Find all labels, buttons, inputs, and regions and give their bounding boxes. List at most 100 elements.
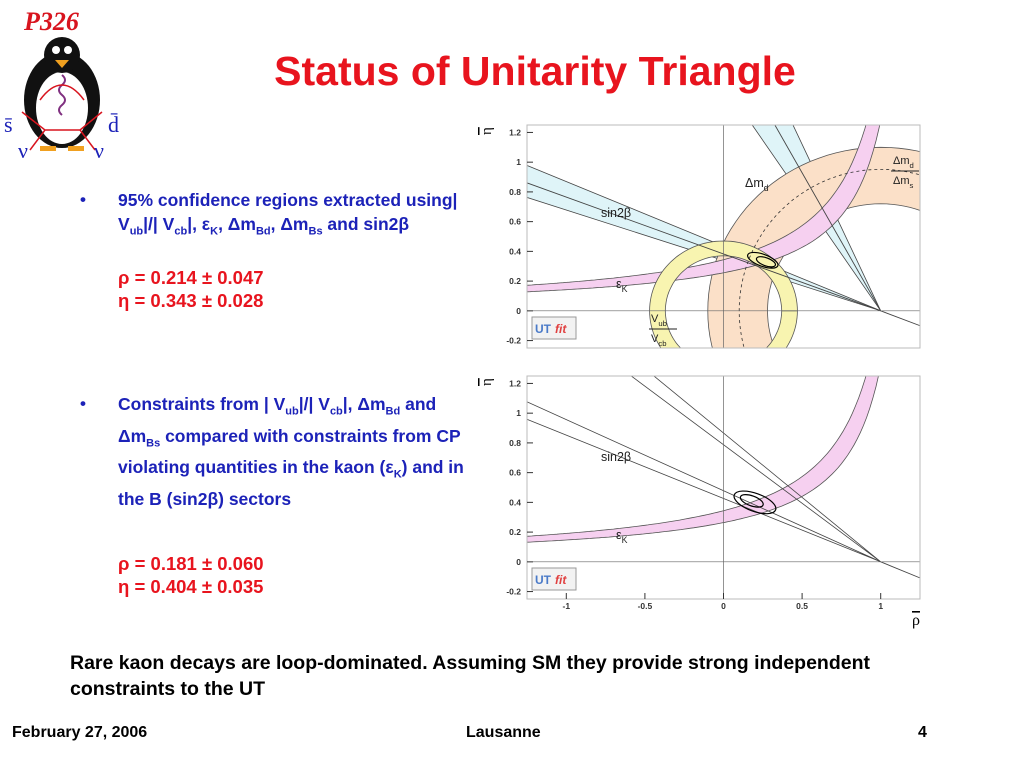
constraint-line <box>774 125 882 312</box>
conclusion: Rare kaon decays are loop-dominated. Ass… <box>70 652 871 700</box>
text-run: V <box>651 313 659 325</box>
x-tick-label: 0 <box>721 601 726 611</box>
y-tick-label: 0.6 <box>509 217 521 227</box>
result-block: ρ = 0.214 ± 0.047 η = 0.343 ± 0.028 <box>118 266 264 312</box>
slide-title: Status of Unitarity Triangle <box>274 48 796 94</box>
subscript: Bs <box>308 225 323 238</box>
subscript: ub <box>285 405 299 418</box>
text-run: , Δm <box>270 214 309 234</box>
constraint-line <box>527 182 881 312</box>
fit-contour <box>733 490 777 515</box>
footer-date: February 27, 2006 <box>12 724 148 741</box>
utfit-fit: fit <box>555 322 567 336</box>
y-tick-label: 0.4 <box>509 246 521 256</box>
penguin-head <box>44 37 80 73</box>
text-run: |, Δm <box>342 394 386 414</box>
utfit-fit: fit <box>555 573 567 587</box>
result-block: ρ = 0.181 ± 0.060 η = 0.404 ± 0.035 <box>118 552 264 598</box>
subscript: K <box>210 225 219 238</box>
y-tick-label: 0 <box>516 306 521 316</box>
fraction-numerator: Δmd <box>893 155 914 170</box>
y-tick-label: 0.6 <box>509 468 521 478</box>
text-run: Δm <box>893 175 910 187</box>
utfit-ut: UT <box>535 322 552 336</box>
text-run: sin2β <box>601 450 631 464</box>
fit-contour <box>755 256 777 268</box>
penguin-belly <box>36 72 88 144</box>
text-run: Δm <box>745 176 764 190</box>
penguin-eye <box>52 46 60 54</box>
logo-particle: s̄ <box>4 112 13 137</box>
penguin-feet <box>40 146 84 151</box>
subscript: cb <box>329 405 343 418</box>
plot-frame <box>526 124 921 349</box>
text-run: V <box>651 333 659 345</box>
fraction-denominator: Δms <box>893 175 914 190</box>
logo-particle: ν <box>18 138 28 163</box>
penguin-beak <box>55 60 69 68</box>
y-tick-label: 1 <box>516 408 521 418</box>
bullet-marker: • <box>80 394 86 413</box>
plot-area <box>527 376 920 599</box>
y-axis-label: η <box>479 378 495 386</box>
subscript: ub <box>129 225 144 238</box>
text-run: |/| V <box>143 214 175 234</box>
utfit-logo: UT fit <box>531 316 577 340</box>
text-run: and Δm <box>118 394 437 446</box>
subscript: d <box>910 161 914 170</box>
bullet-text: Constraints from | Vub|/| Vcb|, ΔmBd and… <box>118 392 466 511</box>
epsilon-k-band <box>527 376 879 543</box>
fit-result: ρ = 0.214 ± 0.047 <box>118 267 264 288</box>
text-run: |, ε <box>187 214 211 234</box>
y-tick-label: 0.2 <box>509 527 521 537</box>
y-tick-label: -0.2 <box>506 587 521 597</box>
curve-label: Δmd <box>745 176 769 193</box>
x-axis-label: ρ <box>912 612 920 629</box>
curve-label: εK <box>616 277 628 294</box>
y-tick-label: 0 <box>516 557 521 567</box>
y-tick-label: 0.2 <box>509 276 521 286</box>
fit-result: η = 0.404 ± 0.035 <box>118 576 264 597</box>
logo-particle: ν <box>94 138 104 163</box>
epsilon-k-band <box>527 125 881 293</box>
logo-title: P326 <box>23 7 79 36</box>
subscript: Bd <box>385 405 401 418</box>
text-run: , Δm <box>218 214 256 234</box>
fraction-denominator: Vcb <box>651 333 666 348</box>
logo-particle: d̄ <box>108 112 119 137</box>
fit-result: ρ = 0.181 ± 0.060 <box>118 553 264 574</box>
y-axis-label: η <box>479 127 495 135</box>
feynman-lines <box>21 111 103 151</box>
utfit-ut: UT <box>535 573 552 587</box>
plot-panel: -0.2 0 0.2 0.4 0.6 0.8 1 1.2 -1 -0.5 0 0.5 1 η ρ sin2β ε… <box>479 375 921 629</box>
curve-label: sin2β <box>601 450 631 464</box>
bullet-text: 95% confidence regions extracted using| … <box>118 188 466 244</box>
subscript: cb <box>658 339 666 348</box>
subscript: Bs <box>146 437 161 449</box>
utfit-box <box>531 316 577 340</box>
y-tick-label: 1.2 <box>509 378 521 388</box>
curve-label: εK <box>616 528 628 545</box>
text-run: sin2β <box>601 206 631 220</box>
text-run: compared with constraints from CP violat… <box>118 425 461 478</box>
subscript: K <box>622 535 628 545</box>
page-number: 4 <box>918 724 927 741</box>
constraint-wedge <box>630 376 881 563</box>
text-run: ε <box>616 277 622 291</box>
text-run: and sin2β <box>322 214 410 234</box>
y-tick-label: 1 <box>516 157 521 167</box>
x-tick-label: 0.5 <box>796 601 808 611</box>
subscript: d <box>764 183 769 193</box>
penguin-wave <box>58 74 66 116</box>
constraint-wedge <box>527 401 881 563</box>
penguin-loop <box>39 84 85 101</box>
plot-area <box>527 125 920 348</box>
y-tick-label: 1.2 <box>509 127 521 137</box>
footer-place: Lausanne <box>466 724 541 741</box>
text-run: ε <box>616 528 622 542</box>
subscript: Bd <box>255 225 271 238</box>
